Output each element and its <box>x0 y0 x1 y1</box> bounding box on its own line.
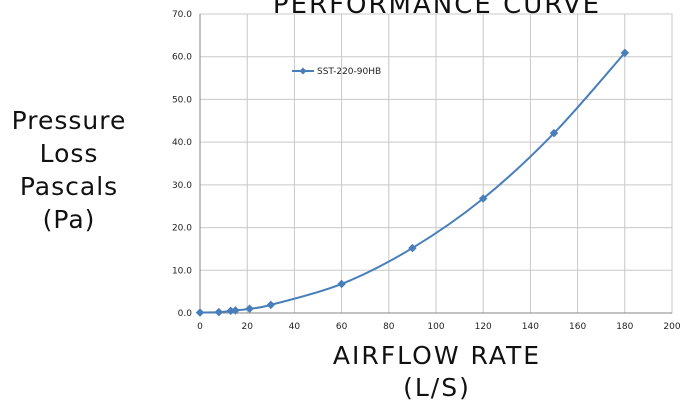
y-tick-label: 30.0 <box>172 181 192 191</box>
x-tick-label: 20 <box>241 322 253 332</box>
series-line <box>199 52 626 314</box>
y-axis-label-line: Pascals <box>19 172 119 201</box>
data-point-marker <box>549 128 559 138</box>
y-axis-label-line: (Pa) <box>42 205 96 234</box>
x-tick-label: 100 <box>427 322 444 332</box>
data-point-marker <box>231 306 240 315</box>
y-tick-label: 20.0 <box>172 224 192 234</box>
x-tick-label: 40 <box>289 322 301 332</box>
x-tick-label: 0 <box>197 322 203 332</box>
y-axis-label-line: Pressure <box>11 106 127 135</box>
x-axis-label: AIRFLOW RATE (L/S) <box>200 340 674 404</box>
y-axis-label: Pressure Loss Pascals (Pa) <box>0 104 138 236</box>
x-tick-label: 80 <box>383 322 395 332</box>
y-axis-label-line: Loss <box>39 139 99 168</box>
data-point-marker <box>620 48 630 58</box>
data-point-marker <box>408 243 417 253</box>
legend-marker <box>299 67 307 75</box>
legend-label: SST-220-90HB <box>317 67 381 77</box>
y-tick-label: 10.0 <box>172 266 192 276</box>
y-tick-label: 60.0 <box>172 53 192 63</box>
data-point-marker <box>478 194 488 203</box>
chart-title: PERFORMANCE CURVE <box>272 0 602 20</box>
x-tick-label: 60 <box>336 322 348 332</box>
x-tick-label: 120 <box>475 322 492 332</box>
data-point-marker <box>214 307 224 317</box>
x-tick-label: 140 <box>522 322 539 332</box>
data-point-marker <box>337 279 346 289</box>
x-axis-label-line: AIRFLOW RATE <box>332 341 542 370</box>
y-tick-label: 40.0 <box>172 138 192 148</box>
y-tick-label: 0.0 <box>178 309 193 319</box>
y-tick-label: 70.0 <box>172 10 192 20</box>
x-tick-label: 200 <box>663 322 680 332</box>
data-point-marker <box>195 308 205 317</box>
y-tick-label: 50.0 <box>172 95 192 105</box>
x-tick-label: 160 <box>569 322 586 332</box>
data-point-marker <box>266 300 276 310</box>
x-tick-label: 180 <box>616 322 633 332</box>
x-axis-label-line: (L/S) <box>403 373 471 402</box>
data-point-marker <box>245 304 254 314</box>
